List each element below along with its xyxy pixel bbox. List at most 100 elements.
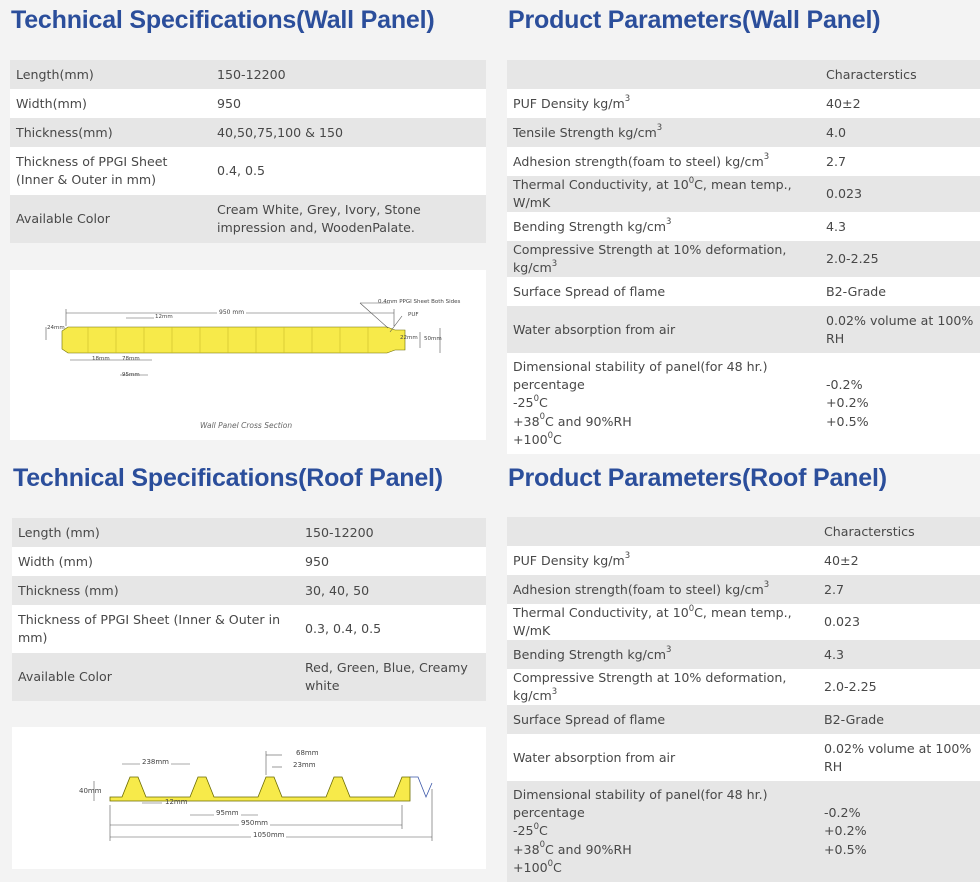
spec-label: Length (mm) [12, 518, 299, 547]
param-label: Tensile Strength kg/cm3 [507, 118, 820, 147]
column-header: Characterstics [820, 60, 980, 89]
table-row: Thermal Conductivity, at 100C, mean temp… [507, 604, 980, 640]
spec-value: Cream White, Grey, Ivory, Stone impressi… [211, 195, 486, 243]
param-value: 0.023 [820, 176, 980, 212]
wall-dim-inner: 22mm [400, 335, 418, 341]
table-row: Width(mm) 950 [10, 89, 486, 118]
spec-label: Length(mm) [10, 60, 211, 89]
param-value: B2-Grade [820, 277, 980, 306]
spec-label: Width(mm) [10, 89, 211, 118]
wall-specs-title: Technical Specifications(Wall Panel) [11, 6, 435, 34]
param-value: 2.0-2.25 [820, 241, 980, 277]
wall-dim-sheet: 0.4mm PPGI Sheet Both Sides [378, 299, 461, 305]
roof-dim-gap: 12mm [165, 798, 188, 806]
param-value: 40±2 [820, 89, 980, 118]
table-row: Thickness(mm) 40,50,75,100 & 150 [10, 118, 486, 147]
dimension-lines [45, 302, 441, 376]
spec-value: 150-12200 [211, 60, 486, 89]
param-value: 0.02% volume at 100% RH [820, 306, 980, 353]
spec-label: Available Color [10, 195, 211, 243]
param-value: 2.7 [818, 575, 980, 604]
wall-figure-caption: Wall Panel Cross Section [200, 421, 293, 430]
roof-dim-top: 23mm [293, 761, 316, 769]
roof-panel-figure: 238mm 68mm 23mm 40mm 12mm 95mm 950mm 105… [12, 727, 486, 869]
param-label: Compressive Strength at 10% deformation,… [507, 669, 818, 705]
table-row: Thickness of PPGI Sheet (Inner & Outer i… [12, 605, 486, 653]
param-label: Water absorption from air [507, 306, 820, 353]
table-row: Water absorption from air 0.02% volume a… [507, 306, 980, 353]
wall-dim-puf: PUF [408, 312, 419, 318]
table-row: Bending Strength kg/cm3 4.3 [507, 212, 980, 241]
param-label: Compressive Strength at 10% deformation,… [507, 241, 820, 277]
param-label: PUF Density kg/m3 [507, 546, 818, 575]
table-row: Adhesion strength(foam to steel) kg/cm3 … [507, 147, 980, 176]
param-label: Thermal Conductivity, at 100C, mean temp… [507, 604, 818, 640]
roof-panel-diagram [93, 751, 433, 841]
param-value: 40±2 [818, 546, 980, 575]
roof-specs-title: Technical Specifications(Roof Panel) [13, 464, 443, 492]
table-row: Surface Spread of flame B2-Grade [507, 277, 980, 306]
param-label: Thermal Conductivity, at 100C, mean temp… [507, 176, 820, 212]
wall-dim-gap: 12mm [155, 314, 173, 320]
spec-value: 30, 40, 50 [299, 576, 486, 605]
roof-dim-pitch: 238mm [140, 758, 171, 766]
spec-label: Thickness of PPGI Sheet (Inner & Outer i… [10, 147, 211, 195]
foam-core [109, 776, 411, 802]
wall-params-table: Characterstics PUF Density kg/m3 40±2 Te… [507, 60, 980, 454]
foam-core [61, 326, 406, 354]
table-header-row: Characterstics [507, 60, 980, 89]
wall-dim-edge: 24mm [47, 325, 65, 331]
spec-value: 0.3, 0.4, 0.5 [299, 605, 486, 653]
spec-value: 150-12200 [299, 518, 486, 547]
param-value: -0.2% +0.2% +0.5% [818, 781, 980, 882]
param-value: 4.3 [820, 212, 980, 241]
table-row: Available Color Cream White, Grey, Ivory… [10, 195, 486, 243]
wall-params-title: Product Parameters(Wall Panel) [508, 6, 881, 34]
spec-label: Width (mm) [12, 547, 299, 576]
spec-value: 40,50,75,100 & 150 [211, 118, 486, 147]
wall-dim-rib2: 78mm [122, 356, 140, 362]
table-row: Surface Spread of flame B2-Grade [507, 705, 980, 734]
table-row: Compressive Strength at 10% deformation,… [507, 669, 980, 705]
spec-label: Available Color [12, 653, 299, 701]
param-value: 4.3 [818, 640, 980, 669]
roof-dim-thick: 40mm [79, 787, 102, 795]
param-label: Water absorption from air [507, 734, 818, 781]
table-row: Adhesion strength(foam to steel) kg/cm3 … [507, 575, 980, 604]
table-row: Thermal Conductivity, at 100C, mean temp… [507, 176, 980, 212]
spec-value: Red, Green, Blue, Creamy white [299, 653, 486, 701]
table-row: PUF Density kg/m3 40±2 [507, 546, 980, 575]
roof-dim-base: 95mm [214, 809, 241, 817]
roof-dim-cover: 950mm [239, 819, 270, 827]
roof-dim-total: 1050mm [251, 831, 287, 839]
spec-label: Thickness(mm) [10, 118, 211, 147]
table-row: Compressive Strength at 10% deformation,… [507, 241, 980, 277]
wall-panel-diagram [45, 302, 441, 376]
overlap-edge [410, 776, 433, 799]
table-row: PUF Density kg/m3 40±2 [507, 89, 980, 118]
wall-dim-thick: 50mm [424, 336, 442, 342]
wall-dim-width: 950 mm [217, 309, 247, 316]
param-label: Surface Spread of flame [507, 705, 818, 734]
spec-value: 950 [211, 89, 486, 118]
param-label: Adhesion strength(foam to steel) kg/cm3 [507, 147, 820, 176]
param-label: Adhesion strength(foam to steel) kg/cm3 [507, 575, 818, 604]
table-row: Length (mm) 150-12200 [12, 518, 486, 547]
param-label: PUF Density kg/m3 [507, 89, 820, 118]
table-row: Water absorption from air 0.02% volume a… [507, 734, 980, 781]
param-label: Bending Strength kg/cm3 [507, 640, 818, 669]
column-header: Characterstics [818, 517, 980, 546]
rib-lines [87, 327, 369, 353]
table-header-row: Characterstics [507, 517, 980, 546]
table-row: Tensile Strength kg/cm3 4.0 [507, 118, 980, 147]
table-row: Width (mm) 950 [12, 547, 486, 576]
wall-panel-figure: 950 mm 0.4mm PPGI Sheet Both Sides PUF 1… [10, 270, 486, 440]
spec-value: 0.4, 0.5 [211, 147, 486, 195]
table-row: Length(mm) 150-12200 [10, 60, 486, 89]
param-value: B2-Grade [818, 705, 980, 734]
param-value: 4.0 [820, 118, 980, 147]
spec-label: Thickness (mm) [12, 576, 299, 605]
param-label: Dimensional stability of panel(for 48 hr… [507, 353, 820, 454]
table-row: Dimensional stability of panel(for 48 hr… [507, 353, 980, 454]
table-row: Available Color Red, Green, Blue, Creamy… [12, 653, 486, 701]
